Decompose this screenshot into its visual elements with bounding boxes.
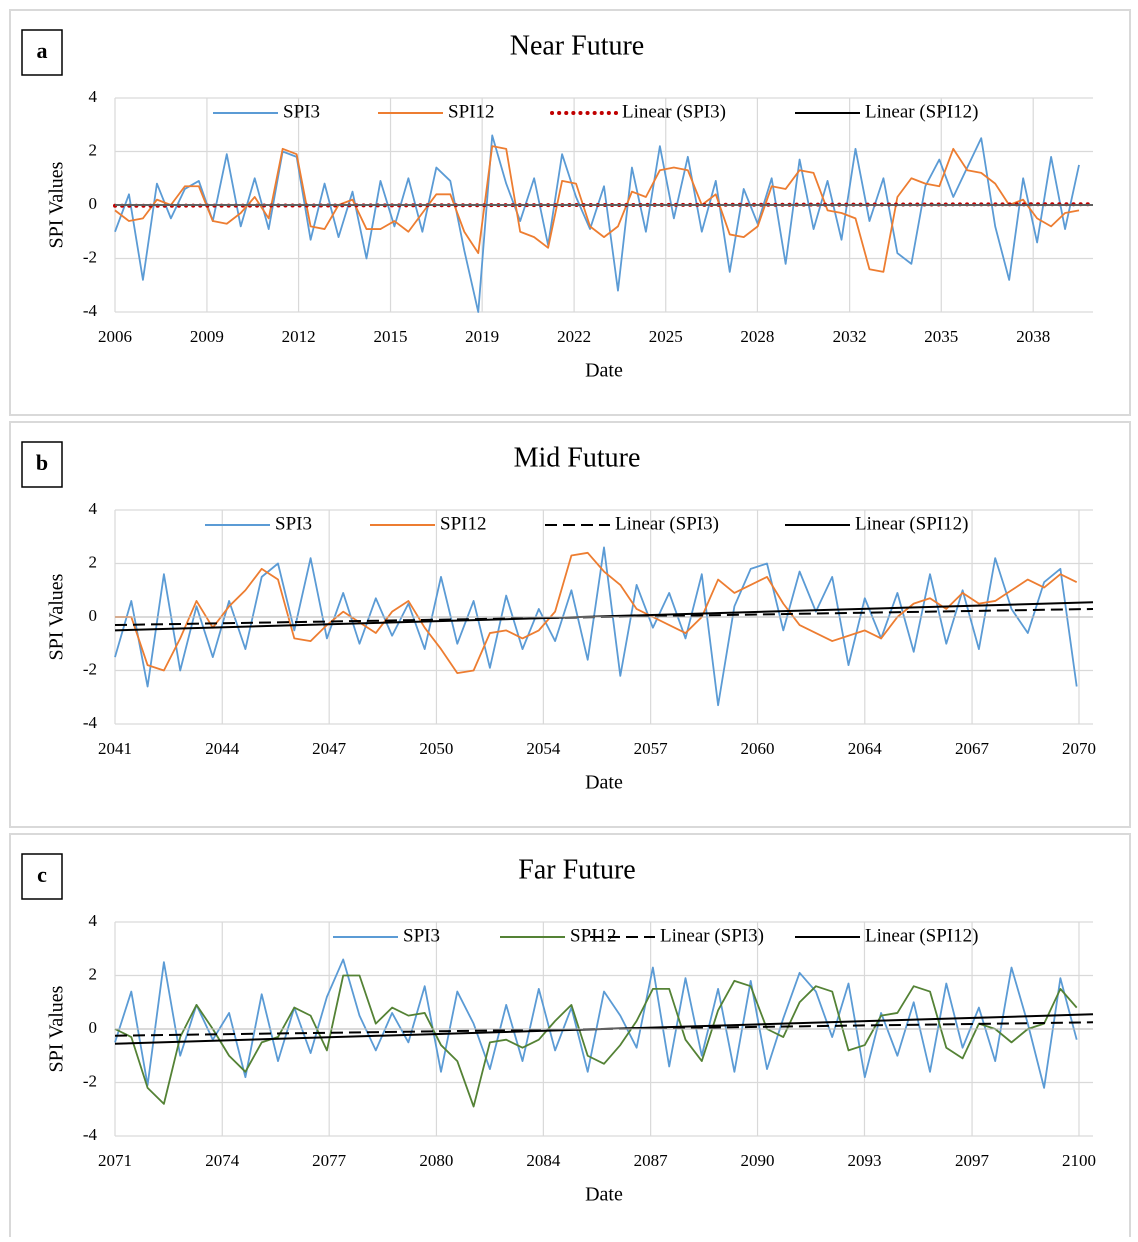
series-line — [114, 134, 1080, 313]
x-tick-label: 2090 — [741, 1151, 775, 1170]
y-tick-label: -2 — [83, 247, 97, 266]
x-tick-label: 2054 — [526, 739, 561, 758]
y-tick-label: 4 — [89, 87, 98, 106]
x-axis-label: Date — [585, 772, 623, 794]
panel-label-box — [21, 853, 63, 900]
x-tick-label: 2060 — [741, 739, 775, 758]
x-tick-label: 2019 — [465, 327, 499, 346]
panel-label: c — [37, 862, 47, 887]
panel: c Far Future -4 -2 0 2 4 2071 2074 2077 2080 2084 20… — [9, 833, 1131, 1240]
panel-label: a — [37, 38, 48, 63]
x-tick-label: 2006 — [98, 327, 132, 346]
x-tick-label: 2050 — [419, 739, 453, 758]
panel: b Mid Future -4 -2 0 2 4 2041 2044 2047 2050 2054 20… — [9, 421, 1131, 828]
x-tick-label: 2077 — [312, 1151, 347, 1170]
x-tick-label: 2009 — [190, 327, 224, 346]
legend-label: SPI3 — [283, 101, 320, 122]
panel-border — [9, 9, 1131, 416]
series-line — [114, 974, 1078, 1108]
x-tick-label: 2067 — [955, 739, 990, 758]
x-tick-label: 2084 — [526, 1151, 561, 1170]
x-tick-label: 2074 — [205, 1151, 240, 1170]
legend-label: SPI12 — [440, 513, 486, 534]
y-tick-label: 4 — [89, 911, 98, 930]
legend-label: Linear (SPI12) — [865, 101, 978, 122]
y-tick-label: 4 — [89, 499, 98, 518]
legend-label: Linear (SPI3) — [660, 925, 764, 946]
legend-label: Linear (SPI3) — [622, 101, 726, 122]
legend-label: Linear (SPI12) — [865, 925, 978, 946]
series-line — [115, 551, 1078, 675]
y-tick-label: 0 — [89, 194, 98, 213]
y-tick-label: 0 — [89, 1018, 98, 1037]
y-tick-label: 2 — [89, 140, 98, 159]
x-tick-label: 2100 — [1062, 1151, 1096, 1170]
series-line — [114, 546, 1078, 707]
x-tick-label: 2070 — [1062, 739, 1096, 758]
x-tick-label: 2071 — [98, 1151, 132, 1170]
y-tick-label: -2 — [83, 1071, 97, 1090]
x-tick-label: 2025 — [649, 327, 683, 346]
chart-title: Near Future — [510, 30, 645, 61]
y-tick-label: -4 — [83, 1125, 98, 1144]
x-tick-label: 2038 — [1016, 327, 1050, 346]
y-tick-label: 2 — [89, 964, 98, 983]
y-tick-label: 2 — [89, 552, 98, 571]
trend-line — [114, 601, 1094, 632]
y-axis-label: SPI Values — [46, 161, 68, 248]
series-line — [114, 958, 1078, 1089]
x-tick-label: 2080 — [419, 1151, 453, 1170]
x-tick-label: 2022 — [557, 327, 591, 346]
x-tick-label: 2057 — [634, 739, 669, 758]
legend-label: SPI3 — [403, 925, 440, 946]
chart-title: Mid Future — [514, 442, 641, 473]
panel-label-box — [21, 29, 63, 76]
y-tick-label: -2 — [83, 659, 97, 678]
x-tick-label: 2041 — [98, 739, 132, 758]
x-tick-label: 2047 — [312, 739, 347, 758]
legend-label: Linear (SPI3) — [615, 513, 719, 534]
legend-label: Linear (SPI12) — [855, 513, 968, 534]
legend-label: SPI3 — [275, 513, 312, 534]
x-tick-label: 2012 — [282, 327, 316, 346]
y-axis-label: SPI Values — [46, 985, 68, 1072]
chart-title: Far Future — [518, 854, 635, 885]
y-tick-label: 0 — [89, 606, 98, 625]
x-tick-label: 2093 — [847, 1151, 881, 1170]
x-tick-label: 2028 — [740, 327, 774, 346]
y-tick-label: -4 — [83, 301, 98, 320]
x-tick-label: 2097 — [955, 1151, 990, 1170]
x-tick-label: 2064 — [848, 739, 883, 758]
legend-label: SPI12 — [570, 925, 616, 946]
panel: a Near Future -4 -2 0 2 4 2006 2009 2012 2015 2019 2… — [9, 9, 1131, 416]
x-tick-label: 2044 — [205, 739, 240, 758]
x-tick-label: 2087 — [634, 1151, 669, 1170]
panel-label: b — [36, 450, 48, 475]
x-axis-label: Date — [585, 360, 623, 382]
x-axis-label: Date — [585, 1184, 623, 1206]
y-tick-label: -4 — [83, 713, 98, 732]
y-axis-label: SPI Values — [46, 573, 68, 660]
x-tick-label: 2035 — [924, 327, 958, 346]
legend-label: SPI12 — [448, 101, 494, 122]
x-tick-label: 2032 — [833, 327, 867, 346]
series-line — [114, 145, 1080, 273]
x-tick-label: 2015 — [374, 327, 408, 346]
panel-label-box — [21, 441, 63, 488]
panel-border — [9, 421, 1131, 828]
